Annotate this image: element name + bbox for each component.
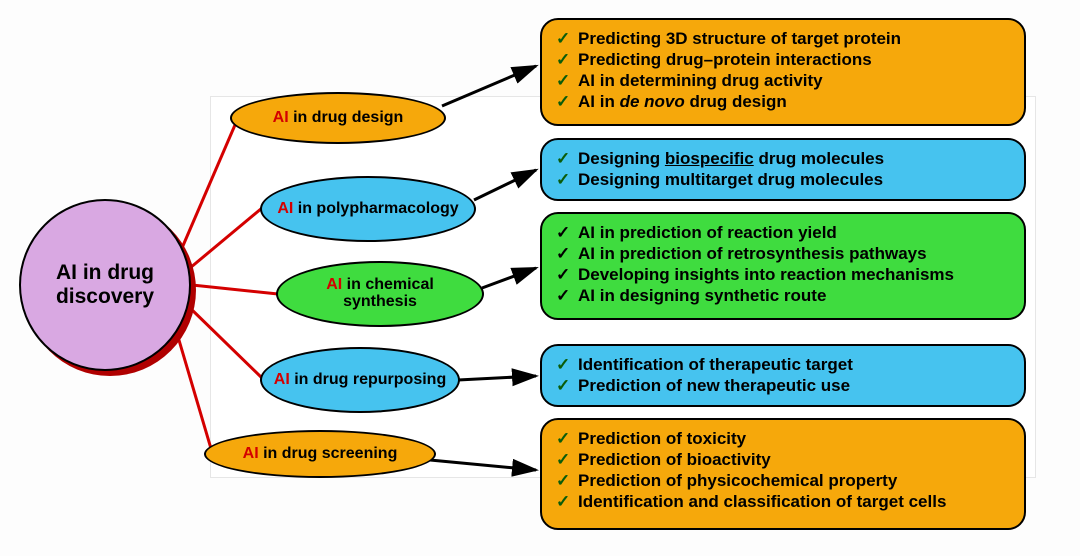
category-ai-prefix: AI <box>326 276 342 293</box>
category-ai-prefix: AI <box>273 109 289 126</box>
root-circle: AI in drug discovery <box>19 199 191 371</box>
category-design: AI in drug design <box>230 92 446 144</box>
detail-item: AI in designing synthetic route <box>556 286 1010 306</box>
detail-item: AI in prediction of retrosynthesis pathw… <box>556 244 1010 264</box>
category-label: in drug design <box>289 109 404 126</box>
detail-box-box-repurposing: Identification of therapeutic targetPred… <box>540 344 1026 407</box>
detail-item: Identification of therapeutic target <box>556 355 1010 375</box>
detail-box-box-screening: Prediction of toxicityPrediction of bioa… <box>540 418 1026 530</box>
detail-list: Designing biospecific drug moleculesDesi… <box>556 149 1010 190</box>
category-ai-prefix: AI <box>277 200 293 217</box>
detail-item: Designing biospecific drug molecules <box>556 149 1010 169</box>
category-ai-prefix: AI <box>274 371 290 388</box>
detail-box-box-chemsynth: AI in prediction of reaction yieldAI in … <box>540 212 1026 320</box>
category-label: in drug screening <box>259 445 398 462</box>
category-repurposing: AI in drug repurposing <box>260 347 460 413</box>
category-polypharm: AI in polypharmacology <box>260 176 476 242</box>
category-screening: AI in drug screening <box>204 430 436 478</box>
root-label: AI in drug discovery <box>31 261 179 309</box>
detail-list: Prediction of toxicityPrediction of bioa… <box>556 429 1010 512</box>
detail-item: AI in de novo drug design <box>556 92 1010 112</box>
detail-box-box-polypharm: Designing biospecific drug moleculesDesi… <box>540 138 1026 201</box>
detail-list: Predicting 3D structure of target protei… <box>556 29 1010 112</box>
detail-item: AI in determining drug activity <box>556 71 1010 91</box>
category-label: in chemical synthesis <box>342 276 434 310</box>
detail-list: Identification of therapeutic targetPred… <box>556 355 1010 396</box>
detail-item: Designing multitarget drug molecules <box>556 170 1010 190</box>
category-ai-prefix: AI <box>243 445 259 462</box>
detail-item: Developing insights into reaction mechan… <box>556 265 1010 285</box>
detail-item: Prediction of toxicity <box>556 429 1010 449</box>
detail-box-box-design: Predicting 3D structure of target protei… <box>540 18 1026 126</box>
detail-item: Identification and classification of tar… <box>556 492 1010 512</box>
detail-item: Predicting 3D structure of target protei… <box>556 29 1010 49</box>
detail-list: AI in prediction of reaction yieldAI in … <box>556 223 1010 306</box>
category-label: in polypharmacology <box>293 200 458 217</box>
connector-red <box>176 330 212 452</box>
detail-item: Prediction of new therapeutic use <box>556 376 1010 396</box>
detail-item: AI in prediction of reaction yield <box>556 223 1010 243</box>
category-label: in drug repurposing <box>290 371 446 388</box>
detail-item: Prediction of bioactivity <box>556 450 1010 470</box>
detail-item: Predicting drug–protein interactions <box>556 50 1010 70</box>
detail-item: Prediction of physicochemical property <box>556 471 1010 491</box>
category-chemsynth: AI in chemical synthesis <box>276 261 484 327</box>
